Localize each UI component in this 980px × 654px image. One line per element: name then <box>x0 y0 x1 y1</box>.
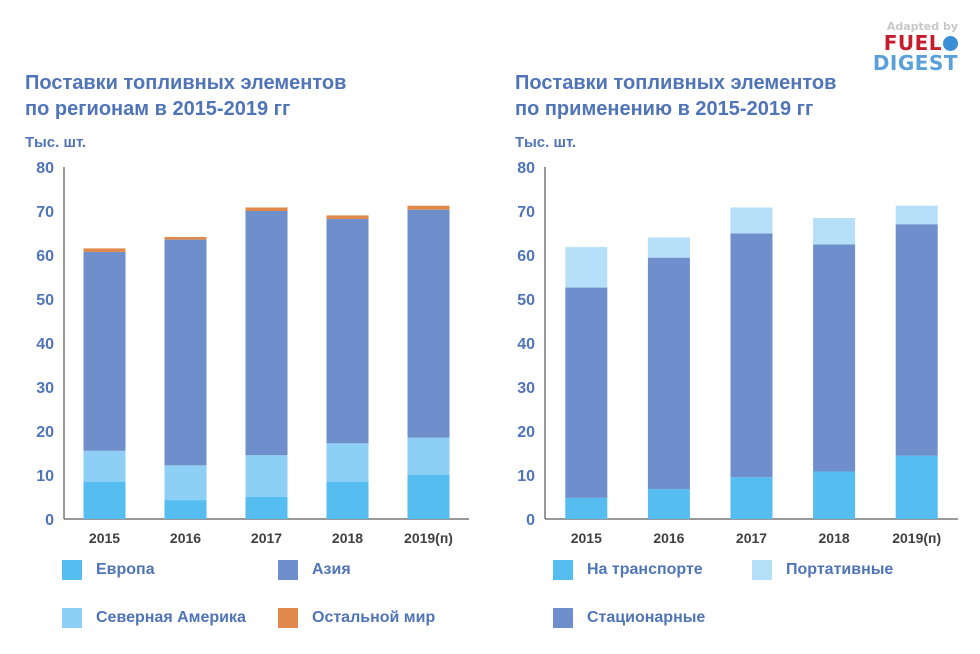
right-chart-bar-segment <box>813 218 856 245</box>
left-chart-bar-segment <box>326 215 369 219</box>
right-chart-bar-segment <box>565 497 608 519</box>
legend-swatch-north-america <box>62 608 82 628</box>
left-chart-bar-segment <box>407 437 450 475</box>
left-chart-plot: 0 10 20 30 40 50 60 70 80 2015 2016 2017 2018 2019(п) <box>36 160 469 546</box>
right-chart-bar-segment <box>730 477 773 519</box>
left-chart-bar-segment <box>83 481 126 519</box>
left-chart-bar-segment <box>245 497 288 519</box>
legend-label-transport: На транспорте <box>587 561 703 578</box>
logo-fuel-text: FUEL <box>873 33 958 53</box>
right-chart-ytick-label: 30 <box>517 380 535 397</box>
left-chart-bar-segment <box>83 251 126 451</box>
left-chart-ytick-label: 20 <box>36 424 54 441</box>
right-chart-ytick-label: 60 <box>517 248 535 265</box>
left-chart-ytick-label: 50 <box>36 292 54 309</box>
legend-label-europe: Европа <box>96 561 155 578</box>
left-chart-bar-segment <box>245 211 288 456</box>
right-chart-bar-segment <box>813 244 856 472</box>
legend-label-asia: Азия <box>312 561 351 578</box>
left-chart-bar-segment <box>83 450 126 482</box>
left-chart-xtick-label: 2015 <box>89 530 120 546</box>
right-chart-ytick-label: 70 <box>517 204 535 221</box>
left-chart-bar-segment <box>407 205 450 210</box>
legend-label-north-america: Северная Америка <box>96 609 246 626</box>
right-chart-ytick-label: 40 <box>517 336 535 353</box>
left-chart-bar-segment <box>245 207 288 211</box>
left-chart-bar-segment <box>83 248 126 252</box>
left-chart-ytick-label: 10 <box>36 468 54 485</box>
legend-item-asia: Азия <box>278 560 351 580</box>
logo-digest-text: DIGEST <box>872 51 958 75</box>
right-chart-unit-label: Тыс. шт. <box>515 134 577 151</box>
left-chart-bar-segment <box>164 465 207 501</box>
left-chart-xtick-label: 2016 <box>170 530 201 546</box>
left-chart-ytick-label: 40 <box>36 336 54 353</box>
legend-item-portable: Портативные <box>752 560 893 580</box>
right-chart-ytick-label: 20 <box>517 424 535 441</box>
legend-item-europe: Европа <box>62 560 155 580</box>
left-chart-ytick-label: 60 <box>36 248 54 265</box>
left-chart-xtick-label: 2019(п) <box>404 530 453 546</box>
right-chart-bar-segment <box>730 207 773 234</box>
legend-item-rest-of-world: Остальной мир <box>278 608 435 628</box>
legend-label-portable: Портативные <box>786 561 894 578</box>
right-chart-ytick-label: 50 <box>517 292 535 309</box>
legend-swatch-rest-of-world <box>278 608 298 628</box>
legend-item-north-america: Северная Америка <box>62 608 246 628</box>
left-chart-xtick-label: 2017 <box>251 530 282 546</box>
right-chart-xtick-label: 2019(п) <box>892 530 941 546</box>
right-chart-bar-segment <box>647 489 690 519</box>
right-chart-title: Поставки топливных элементов по применен… <box>515 72 837 120</box>
left-chart-ytick-label: 80 <box>36 160 54 177</box>
right-chart-bar-segment <box>895 455 938 519</box>
right-chart-ytick-label: 10 <box>517 468 535 485</box>
left-chart-bar-segment <box>407 209 450 438</box>
legend-label-stationary: Стационарные <box>587 609 706 626</box>
legend-item-transport: На транспорте <box>553 560 703 580</box>
left-chart-ytick-label: 70 <box>36 204 54 221</box>
left-chart-ytick-label: 0 <box>45 512 54 529</box>
legend-item-stationary: Стационарные <box>553 608 705 628</box>
left-chart-title: Поставки топливных элементов по регионам… <box>25 72 347 120</box>
left-chart-bar-segment <box>407 475 450 519</box>
right-chart-bar-segment <box>565 247 608 288</box>
right-chart-bar-segment <box>895 224 938 456</box>
right-chart-bar-segment <box>895 205 938 225</box>
left-chart-bar-segment <box>326 481 369 519</box>
logo-drop-icon <box>943 36 958 51</box>
legend-swatch-portable <box>752 560 772 580</box>
right-chart-bar-segment <box>647 237 690 258</box>
right-chart-bar-segment <box>647 257 690 490</box>
legend-swatch-transport <box>553 560 573 580</box>
right-chart-ytick-label: 80 <box>517 160 535 177</box>
right-chart-bar-segment <box>813 471 856 519</box>
left-chart-unit-label: Тыс. шт. <box>25 134 87 151</box>
left-chart-bar-segment <box>164 500 207 519</box>
left-chart-bar-segment <box>164 239 207 466</box>
left-chart-bar-segment <box>326 218 369 444</box>
legend-label-rest-of-world: Остальной мир <box>312 609 436 626</box>
legend-swatch-europe <box>62 560 82 580</box>
right-chart-plot: 0 10 20 30 40 50 60 70 80 2015 2016 2017 2018 2019(п) <box>517 160 958 546</box>
right-chart-bar-segment <box>730 233 773 478</box>
legend-swatch-asia <box>278 560 298 580</box>
left-chart-bar-segment <box>245 455 288 497</box>
fuel-digest-logo: Adapted by FUEL DIGEST <box>873 20 958 73</box>
right-chart-xtick-label: 2018 <box>819 530 850 546</box>
legend-swatch-stationary <box>553 608 573 628</box>
right-chart-xtick-label: 2016 <box>653 530 684 546</box>
left-chart-bar-segment <box>326 443 369 482</box>
logo-adapted-text: Adapted by <box>886 20 958 33</box>
right-chart-bar-segment <box>565 287 608 498</box>
right-chart-xtick-label: 2015 <box>571 530 602 546</box>
right-chart-ytick-label: 0 <box>526 512 535 529</box>
left-chart-xtick-label: 2018 <box>332 530 363 546</box>
right-chart-xtick-label: 2017 <box>736 530 767 546</box>
left-chart-bar-segment <box>164 236 207 240</box>
left-chart-ytick-label: 30 <box>36 380 54 397</box>
